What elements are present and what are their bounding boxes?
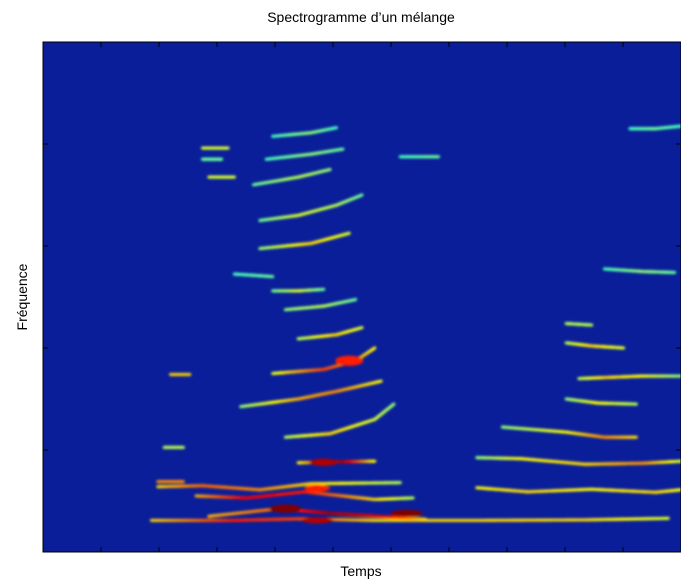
energy-hot-spot: [390, 509, 423, 517]
axis-ticks: [43, 42, 681, 552]
harmonic-track: [602, 267, 677, 275]
spectrogram-energy-layer: [149, 124, 681, 524]
harmonic-track: [156, 481, 402, 492]
spectrogram-background: [43, 42, 681, 552]
plot-frame: [42, 41, 681, 553]
harmonic-track: [475, 456, 681, 466]
y-axis-label: Fréquence: [14, 263, 30, 331]
harmonic-track: [475, 486, 681, 494]
harmonic-track: [271, 287, 326, 293]
track-segment: [391, 402, 396, 407]
energy-hot-spot: [269, 504, 302, 513]
harmonic-track: [577, 374, 681, 381]
harmonic-track: [258, 193, 364, 223]
x-axis-label: Temps: [340, 563, 382, 579]
harmonic-track: [500, 425, 638, 439]
harmonic-track: [239, 379, 383, 409]
harmonic-track: [232, 272, 275, 279]
energy-hot-spot: [335, 355, 364, 366]
energy-hot-spot: [309, 458, 338, 466]
harmonic-track: [628, 124, 681, 131]
harmonic-track: [194, 490, 415, 502]
chart-title: Spectrogramme d’un mélange: [267, 9, 455, 25]
energy-hot-spot: [301, 517, 334, 524]
harmonic-track: [271, 126, 339, 138]
harmonic-track: [564, 321, 594, 327]
energy-hot-spot: [304, 484, 331, 492]
harmonic-track: [283, 298, 358, 312]
harmonic-track: [564, 397, 638, 406]
harmonic-track: [283, 402, 396, 439]
harmonic-track: [258, 231, 351, 251]
harmonic-track: [296, 326, 364, 341]
harmonic-track: [264, 147, 345, 161]
harmonic-track: [252, 167, 332, 187]
harmonic-track: [564, 341, 626, 350]
